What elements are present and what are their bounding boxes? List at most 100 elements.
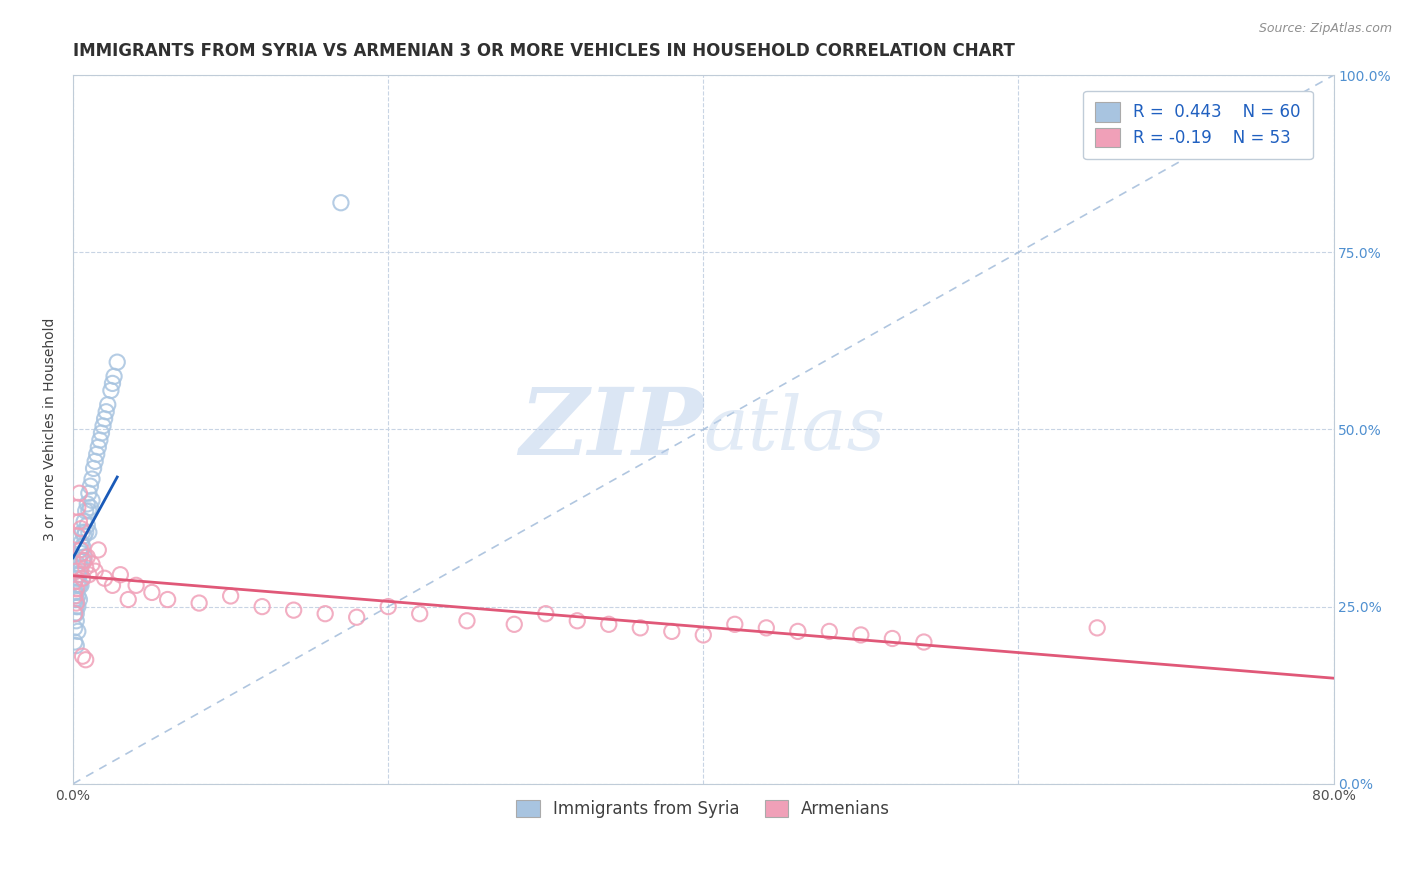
Point xyxy=(72,540,94,554)
Point xyxy=(456,614,478,628)
Point xyxy=(97,398,120,412)
Point xyxy=(125,578,148,592)
Point xyxy=(80,557,103,571)
Point xyxy=(314,607,336,621)
Point xyxy=(70,522,93,536)
Point xyxy=(89,433,111,447)
Point xyxy=(65,571,87,585)
Point xyxy=(66,567,89,582)
Point xyxy=(72,649,94,664)
Point xyxy=(65,592,87,607)
Point xyxy=(63,592,86,607)
Point xyxy=(346,610,368,624)
Point xyxy=(117,592,139,607)
Text: IMMIGRANTS FROM SYRIA VS ARMENIAN 3 OR MORE VEHICLES IN HOUSEHOLD CORRELATION CH: IMMIGRANTS FROM SYRIA VS ARMENIAN 3 OR M… xyxy=(73,42,1015,60)
Point xyxy=(90,425,112,440)
Point xyxy=(250,599,273,614)
Point xyxy=(79,500,101,515)
Point xyxy=(755,621,778,635)
Point xyxy=(65,596,87,610)
Point xyxy=(329,195,352,210)
Point xyxy=(93,412,115,426)
Point xyxy=(65,614,87,628)
Point xyxy=(93,571,115,585)
Point xyxy=(80,493,103,508)
Point xyxy=(409,607,432,621)
Point xyxy=(141,585,163,599)
Point xyxy=(72,553,94,567)
Point xyxy=(65,599,87,614)
Point xyxy=(76,497,98,511)
Point xyxy=(65,585,87,599)
Point xyxy=(67,515,90,529)
Point xyxy=(77,486,100,500)
Point xyxy=(67,486,90,500)
Point xyxy=(72,571,94,585)
Point xyxy=(80,472,103,486)
Point xyxy=(72,525,94,540)
Point xyxy=(67,592,90,607)
Legend: Immigrants from Syria, Armenians: Immigrants from Syria, Armenians xyxy=(510,794,897,825)
Point xyxy=(103,369,125,384)
Point xyxy=(75,653,97,667)
Point xyxy=(65,582,87,596)
Point xyxy=(786,624,808,639)
Point xyxy=(86,447,108,461)
Point xyxy=(534,607,557,621)
Text: atlas: atlas xyxy=(703,393,886,466)
Point xyxy=(77,525,100,540)
Point xyxy=(100,384,122,398)
Point xyxy=(110,567,132,582)
Point xyxy=(63,607,86,621)
Point xyxy=(66,578,89,592)
Point xyxy=(598,617,620,632)
Point xyxy=(75,525,97,540)
Point xyxy=(219,589,242,603)
Point xyxy=(849,628,872,642)
Point xyxy=(77,504,100,518)
Point xyxy=(67,567,90,582)
Point xyxy=(65,639,87,653)
Point xyxy=(75,560,97,574)
Point xyxy=(66,500,89,515)
Point xyxy=(63,621,86,635)
Point xyxy=(63,574,86,589)
Point xyxy=(63,589,86,603)
Point xyxy=(72,571,94,585)
Point xyxy=(156,592,179,607)
Point xyxy=(661,624,683,639)
Point xyxy=(724,617,747,632)
Point xyxy=(96,405,118,419)
Point xyxy=(87,440,110,454)
Point xyxy=(87,543,110,558)
Point xyxy=(67,553,90,567)
Point xyxy=(66,624,89,639)
Point xyxy=(66,589,89,603)
Point xyxy=(70,546,93,560)
Point xyxy=(73,553,96,567)
Point xyxy=(73,529,96,543)
Point xyxy=(91,418,114,433)
Point xyxy=(79,479,101,493)
Point xyxy=(503,617,526,632)
Point xyxy=(101,376,124,391)
Text: ZIP: ZIP xyxy=(519,384,703,475)
Point xyxy=(70,578,93,592)
Point xyxy=(912,635,935,649)
Point xyxy=(67,578,90,592)
Point xyxy=(73,515,96,529)
Point xyxy=(65,607,87,621)
Point xyxy=(66,557,89,571)
Point xyxy=(76,518,98,533)
Text: Source: ZipAtlas.com: Source: ZipAtlas.com xyxy=(1258,22,1392,36)
Point xyxy=(66,529,89,543)
Point xyxy=(692,628,714,642)
Point xyxy=(83,461,105,475)
Point xyxy=(77,567,100,582)
Point xyxy=(818,624,841,639)
Point xyxy=(882,632,904,646)
Point xyxy=(84,564,107,578)
Point xyxy=(101,578,124,592)
Point xyxy=(63,607,86,621)
Point xyxy=(63,635,86,649)
